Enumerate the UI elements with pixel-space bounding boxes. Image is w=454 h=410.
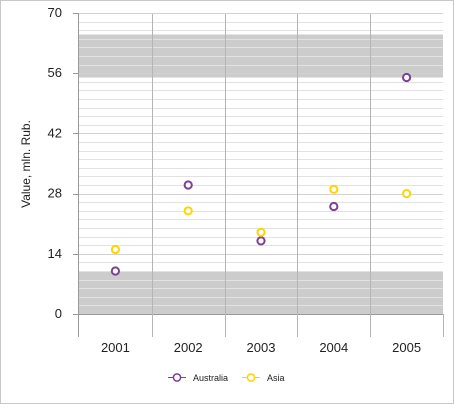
point-asia-2001 <box>110 244 121 255</box>
legend: Australia Asia <box>168 373 285 383</box>
x-tick-label: 2001 <box>101 340 130 355</box>
y-tick-label: 56 <box>48 65 62 80</box>
x-tick-label: 2005 <box>392 340 421 355</box>
x-tick-label: 2003 <box>247 340 276 355</box>
y-tick-label: 42 <box>48 125 62 140</box>
point-asia-2002 <box>183 206 193 216</box>
y-tick-label: 0 <box>55 306 62 321</box>
y-axis-label: Value, mln. Rub. <box>19 120 33 208</box>
point-asia-2003 <box>256 227 266 237</box>
point-australia-2001 <box>110 266 121 276</box>
legend-marker-asia <box>246 373 256 382</box>
plot-band-1 <box>79 271 443 314</box>
x-tick-label: 2002 <box>174 340 203 355</box>
axes <box>78 13 444 337</box>
y-tick-label: 70 <box>48 5 62 20</box>
plot-bands <box>79 34 443 314</box>
point-australia-2002 <box>183 180 193 190</box>
point-australia-2004 <box>329 201 339 212</box>
y-tick-labels: 0 14 28 42 56 70 <box>48 5 79 321</box>
legend-label-australia: Australia <box>193 373 228 383</box>
x-tick-label: 2004 <box>319 340 348 355</box>
x-tick-labels: 2001 2002 2003 2004 2005 <box>101 340 421 355</box>
point-asia-2005 <box>402 189 412 199</box>
legend-label-asia: Asia <box>267 373 285 383</box>
data-points <box>110 72 412 276</box>
point-australia-2003 <box>256 236 266 246</box>
point-australia-2005 <box>402 72 412 83</box>
legend-marker-australia <box>172 373 182 382</box>
y-tick-label: 14 <box>48 246 62 261</box>
y-tick-label: 28 <box>48 186 62 201</box>
point-asia-2004 <box>329 184 339 194</box>
